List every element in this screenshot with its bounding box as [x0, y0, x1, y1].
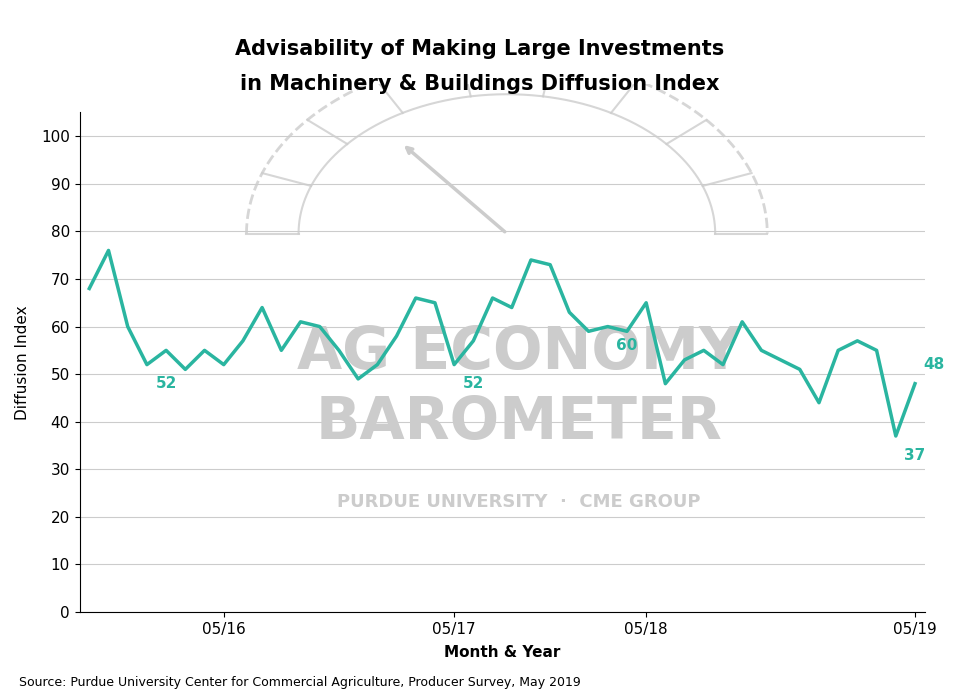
X-axis label: Month & Year: Month & Year	[444, 645, 561, 660]
Text: in Machinery & Buildings Diffusion Index: in Machinery & Buildings Diffusion Index	[240, 74, 720, 93]
Text: Source: Purdue University Center for Commercial Agriculture, Producer Survey, Ma: Source: Purdue University Center for Com…	[19, 676, 581, 689]
Text: 48: 48	[924, 357, 945, 372]
Text: 37: 37	[904, 448, 925, 463]
Y-axis label: Diffusion Index: Diffusion Index	[15, 305, 30, 420]
Text: 60: 60	[616, 338, 637, 354]
Text: PURDUE UNIVERSITY  ·  CME GROUP: PURDUE UNIVERSITY · CME GROUP	[337, 493, 701, 511]
Text: 52: 52	[156, 377, 177, 391]
Text: Advisability of Making Large Investments: Advisability of Making Large Investments	[235, 39, 725, 58]
Text: 52: 52	[463, 377, 484, 391]
Text: AG ECONOMY: AG ECONOMY	[297, 324, 741, 381]
Text: BAROMETER: BAROMETER	[316, 394, 723, 451]
